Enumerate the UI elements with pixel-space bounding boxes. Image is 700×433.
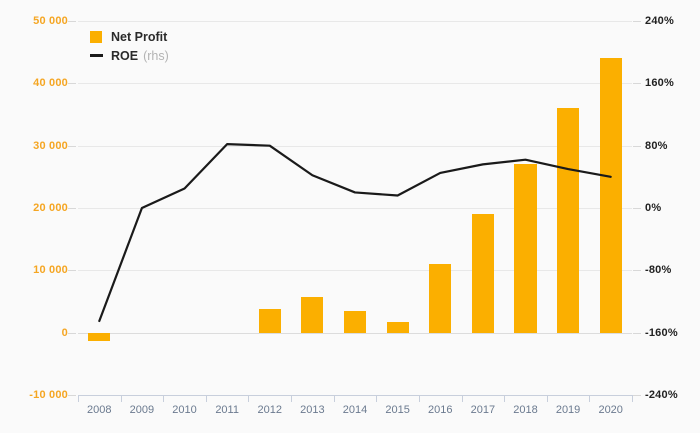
- bar-2020[interactable]: [599, 58, 622, 333]
- x-axis-tickmark: [120, 395, 122, 402]
- left-axis-tickmark: [68, 145, 76, 147]
- legend-line-icon: [90, 54, 103, 57]
- left-axis-tick-label: 10 000: [33, 264, 68, 277]
- left-axis-tickmark: [68, 21, 76, 22]
- right-axis-tickmark: [633, 395, 641, 396]
- right-axis-tick-label: -160%: [645, 326, 678, 339]
- x-axis-tickmark: [504, 395, 506, 402]
- left-axis-tick-label: -10 000: [29, 389, 68, 401]
- left-axis-tick-label: 30 000: [33, 139, 68, 152]
- gridline: [78, 83, 632, 85]
- x-axis-tickmark: [291, 395, 293, 402]
- right-axis-tick-label: 160%: [645, 77, 674, 90]
- right-axis-tick-label: -240%: [645, 389, 678, 401]
- x-axis-label-2017: 2017: [470, 404, 496, 416]
- x-axis-label-2011: 2011: [215, 404, 239, 416]
- bar-2013[interactable]: [301, 296, 324, 333]
- left-axis-tickmark: [68, 208, 76, 209]
- bar-2016[interactable]: [429, 264, 452, 333]
- left-axis-tickmark: [68, 395, 76, 396]
- x-axis-label-2016: 2016: [427, 404, 453, 416]
- left-axis-tick-label: 40 000: [33, 77, 68, 90]
- right-axis-tick-label: 240%: [645, 15, 674, 27]
- x-axis-tickmark: [546, 395, 548, 402]
- x-axis-label-2015: 2015: [385, 404, 410, 416]
- x-axis-tickmark: [163, 395, 165, 402]
- left-axis-tickmark: [68, 83, 76, 85]
- legend-label-roe: ROE: [111, 48, 139, 63]
- left-axis-tickmark: [68, 270, 76, 272]
- x-axis-label-2019: 2019: [555, 404, 581, 416]
- x-axis-tickmark: [632, 395, 633, 402]
- right-axis-tickmark: [633, 83, 641, 85]
- x-axis-label-2020: 2020: [598, 404, 623, 416]
- right-axis-tickmark: [633, 145, 641, 147]
- bar-2017[interactable]: [471, 214, 494, 333]
- x-axis-label-2008: 2008: [87, 404, 112, 416]
- right-axis-tick-label: -80%: [645, 264, 672, 277]
- x-axis-tickmark: [333, 395, 335, 402]
- legend-label-net-profit: Net Profit: [111, 29, 168, 44]
- right-axis-tickmark: [633, 332, 641, 334]
- chart-legend: Net Profit ROE (rhs): [90, 27, 169, 65]
- x-axis-tickmark: [205, 395, 207, 402]
- right-axis-tick-label: 80%: [645, 139, 668, 152]
- x-axis-label-2009: 2009: [129, 404, 155, 416]
- x-axis-label-2014: 2014: [342, 404, 368, 416]
- x-axis-label-2010: 2010: [172, 404, 197, 416]
- legend-square-icon: [90, 30, 102, 43]
- x-axis-label-2018: 2018: [513, 404, 538, 416]
- x-axis-tickmark: [589, 395, 591, 402]
- left-axis-tick-label: 50 000: [33, 15, 68, 27]
- legend-item-roe[interactable]: ROE (rhs): [90, 46, 169, 65]
- right-axis-tickmark: [633, 208, 641, 209]
- plot-area: [78, 21, 632, 395]
- left-axis-tickmark: [68, 332, 76, 334]
- right-axis-tickmark: [633, 21, 641, 22]
- bar-2012[interactable]: [258, 308, 281, 333]
- legend-item-net-profit[interactable]: Net Profit: [90, 27, 169, 46]
- left-axis-tick-label: 0: [61, 326, 68, 339]
- bar-2015[interactable]: [386, 322, 409, 333]
- bar-2018[interactable]: [514, 164, 537, 333]
- right-axis-tick-label: 0%: [645, 202, 662, 214]
- line-series-roe: [98, 143, 612, 323]
- x-axis-label-2012: 2012: [257, 404, 283, 416]
- x-axis-tickmark: [461, 395, 463, 402]
- legend-sublabel-roe: (rhs): [143, 48, 169, 63]
- x-axis-tickmark: [418, 395, 420, 402]
- x-axis-tickmark: [248, 395, 250, 402]
- right-axis-tickmark: [633, 270, 641, 272]
- x-axis-tickmark: [376, 395, 378, 402]
- x-axis-tickmark: [78, 395, 79, 402]
- bar-2008[interactable]: [88, 332, 111, 342]
- gridline: [78, 21, 632, 22]
- left-axis-tick-label: 20 000: [33, 202, 68, 214]
- x-axis-line: [78, 395, 632, 396]
- x-axis-label-2013: 2013: [300, 404, 325, 416]
- gridline: [78, 332, 632, 334]
- bar-2014[interactable]: [343, 311, 367, 333]
- bar-2019[interactable]: [556, 108, 580, 333]
